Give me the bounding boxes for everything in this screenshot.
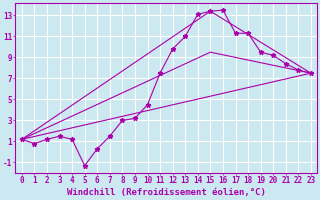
X-axis label: Windchill (Refroidissement éolien,°C): Windchill (Refroidissement éolien,°C) (67, 188, 266, 197)
